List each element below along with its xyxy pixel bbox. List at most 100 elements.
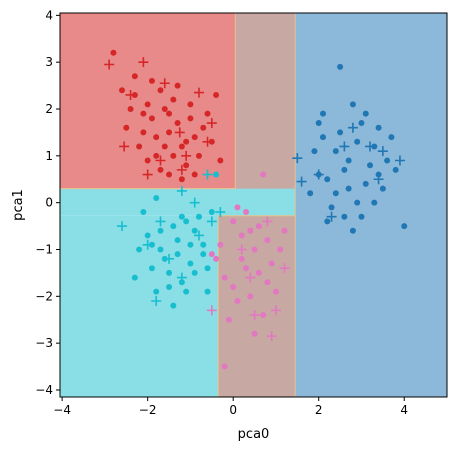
decision-regions xyxy=(60,13,447,397)
point-2-1 xyxy=(337,63,344,70)
point-4-28 xyxy=(213,171,220,178)
point-5-0 xyxy=(117,221,128,232)
point-4-21 xyxy=(183,288,190,295)
point-2-34 xyxy=(375,124,382,131)
point-1-0 xyxy=(104,59,115,70)
point-6-12 xyxy=(268,260,275,267)
point-6-18 xyxy=(264,279,271,286)
point-4-22 xyxy=(191,227,198,234)
x-tick-label-2: 0 xyxy=(229,403,237,417)
point-0-5 xyxy=(166,129,173,136)
point-0-19 xyxy=(200,124,207,131)
point-6-1 xyxy=(230,218,237,225)
point-2-15 xyxy=(345,157,352,164)
point-7-6 xyxy=(266,331,277,342)
point-7-3 xyxy=(236,244,247,255)
point-7-5 xyxy=(279,263,290,274)
point-3-0 xyxy=(292,153,303,164)
point-1-2 xyxy=(125,89,136,100)
point-0-0 xyxy=(110,49,117,56)
point-2-8 xyxy=(341,213,348,220)
point-0-10 xyxy=(213,91,220,98)
point-2-32 xyxy=(315,120,322,127)
region-brown-1 xyxy=(235,13,296,216)
point-4-15 xyxy=(195,213,202,220)
point-2-26 xyxy=(371,199,378,206)
point-2-17 xyxy=(367,162,374,169)
point-0-37 xyxy=(191,171,198,178)
point-4-24 xyxy=(131,274,138,281)
point-4-5 xyxy=(183,218,190,225)
point-0-22 xyxy=(178,176,185,183)
point-4-6 xyxy=(191,269,198,276)
point-3-4 xyxy=(339,141,350,152)
point-6-2 xyxy=(238,255,245,262)
point-2-2 xyxy=(349,101,356,108)
point-6-9 xyxy=(243,209,250,216)
point-2-31 xyxy=(392,166,399,173)
point-6-4 xyxy=(255,269,262,276)
point-2-14 xyxy=(328,204,335,211)
point-4-31 xyxy=(187,241,194,248)
point-6-7 xyxy=(221,274,228,281)
point-0-27 xyxy=(170,152,177,159)
point-6-26 xyxy=(208,251,215,258)
point-0-8 xyxy=(195,152,202,159)
point-2-5 xyxy=(384,157,391,164)
point-5-3 xyxy=(176,185,187,196)
y-axis: −4 −3 −2 −1 0 1 2 3 4 xyxy=(35,8,60,397)
point-0-14 xyxy=(161,106,168,112)
point-0-35 xyxy=(174,82,181,89)
y-tick-label-5: 1 xyxy=(45,149,53,163)
point-5-11 xyxy=(155,216,166,227)
region-blue-2 xyxy=(295,13,447,397)
y-tick-label-3: −1 xyxy=(35,242,53,256)
point-0-15 xyxy=(170,96,177,103)
point-6-23 xyxy=(221,363,228,370)
point-0-13 xyxy=(153,152,160,159)
point-1-7 xyxy=(119,141,130,152)
point-5-4 xyxy=(189,197,200,208)
x-tick-label-0: −4 xyxy=(53,403,71,417)
point-0-36 xyxy=(183,138,190,145)
point-2-16 xyxy=(358,213,365,220)
region-cyan-4 xyxy=(60,215,219,397)
point-6-0 xyxy=(217,241,224,248)
point-2-3 xyxy=(358,120,365,127)
plot-frame xyxy=(59,12,448,398)
point-1-8 xyxy=(181,150,192,161)
point-4-17 xyxy=(140,209,147,216)
y-tick-label-8: 4 xyxy=(45,8,53,22)
point-7-7 xyxy=(245,272,256,283)
point-2-25 xyxy=(354,138,361,145)
point-6-17 xyxy=(255,223,262,230)
point-0-2 xyxy=(140,110,147,117)
point-4-8 xyxy=(208,209,215,216)
point-0-32 xyxy=(140,129,147,136)
point-6-11 xyxy=(260,312,267,319)
point-0-9 xyxy=(204,110,211,117)
point-1-11 xyxy=(176,164,187,175)
point-0-3 xyxy=(148,115,155,122)
region-cyan-3 xyxy=(60,188,296,216)
point-0-23 xyxy=(131,73,138,80)
point-0-31 xyxy=(127,106,134,112)
point-7-2 xyxy=(270,305,281,316)
point-2-19 xyxy=(319,134,326,141)
point-0-12 xyxy=(136,143,143,150)
point-0-34 xyxy=(148,77,155,84)
y-axis-label: pca1 xyxy=(11,189,26,221)
x-axis-label: pca0 xyxy=(238,427,270,442)
point-6-3 xyxy=(247,227,254,234)
point-1-12 xyxy=(155,155,166,166)
point-2-20 xyxy=(337,129,344,136)
point-4-3 xyxy=(166,283,173,290)
point-2-22 xyxy=(388,134,395,141)
y-tick-label-4: 0 xyxy=(45,196,53,210)
point-0-4 xyxy=(157,87,164,94)
point-1-4 xyxy=(193,87,204,98)
point-6-10 xyxy=(251,246,258,253)
point-4-9 xyxy=(144,232,151,239)
point-6-14 xyxy=(230,283,237,290)
point-2-28 xyxy=(324,218,331,225)
